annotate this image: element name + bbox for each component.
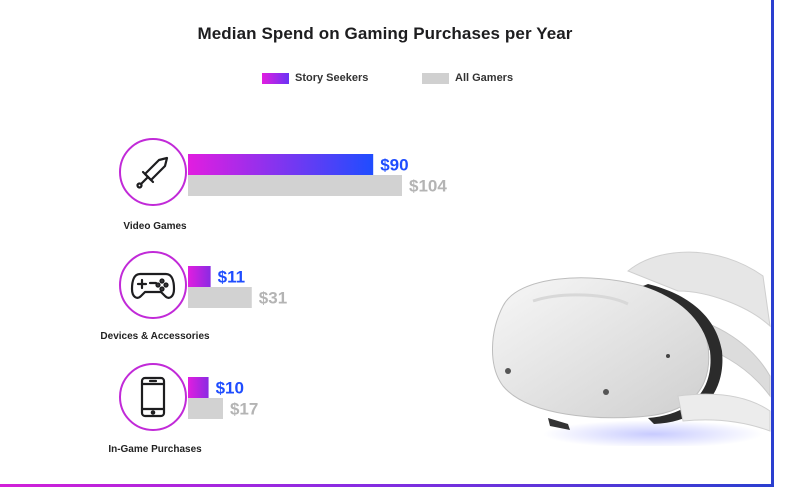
bar-all-gamers-devices-accessories bbox=[188, 287, 252, 308]
legend-swatch-all-gamers bbox=[422, 72, 449, 84]
legend: Story Seekers All Gamers bbox=[0, 72, 770, 88]
bar-all-gamers-video-games bbox=[188, 175, 402, 196]
category-label-in-game: In-Game Purchases bbox=[108, 444, 202, 455]
category-label-video-games: Video Games bbox=[123, 221, 187, 232]
value-label-story-seekers-video-games: $90 bbox=[380, 156, 408, 175]
value-label-all-gamers-video-games: $104 bbox=[409, 177, 447, 196]
gamepad-icon bbox=[130, 272, 176, 299]
value-label-all-gamers-in-game-purchases: $17 bbox=[230, 400, 258, 419]
category-label-devices: Devices & Accessories bbox=[100, 331, 210, 342]
legend-item-story-seekers: Story Seekers bbox=[262, 72, 368, 84]
value-label-story-seekers-devices-accessories: $11 bbox=[218, 268, 245, 287]
frame-bottom-border bbox=[0, 484, 774, 487]
value-label-all-gamers-devices-accessories: $31 bbox=[259, 289, 287, 308]
smartphone-icon bbox=[140, 376, 166, 418]
devices-icon-circle bbox=[119, 251, 187, 319]
legend-label-all-gamers: All Gamers bbox=[455, 72, 514, 84]
in-game-icon-circle bbox=[119, 363, 187, 431]
bar-story-seekers-devices-accessories bbox=[188, 266, 211, 287]
video-games-icon-circle bbox=[119, 138, 187, 206]
vr-headset-image bbox=[492, 251, 771, 446]
legend-label-story-seekers: Story Seekers bbox=[295, 72, 369, 84]
chart-title: Median Spend on Gaming Purchases per Yea… bbox=[197, 24, 573, 43]
frame-right-border bbox=[771, 0, 774, 486]
bar-story-seekers-video-games bbox=[188, 154, 374, 175]
bar-story-seekers-in-game-purchases bbox=[188, 377, 209, 398]
legend-swatch-story-seekers bbox=[262, 72, 289, 84]
legend-item-all-gamers: All Gamers bbox=[422, 72, 513, 84]
bar-all-gamers-in-game-purchases bbox=[188, 398, 223, 419]
value-label-story-seekers-in-game-purchases: $10 bbox=[216, 379, 244, 398]
sword-icon bbox=[136, 156, 169, 189]
